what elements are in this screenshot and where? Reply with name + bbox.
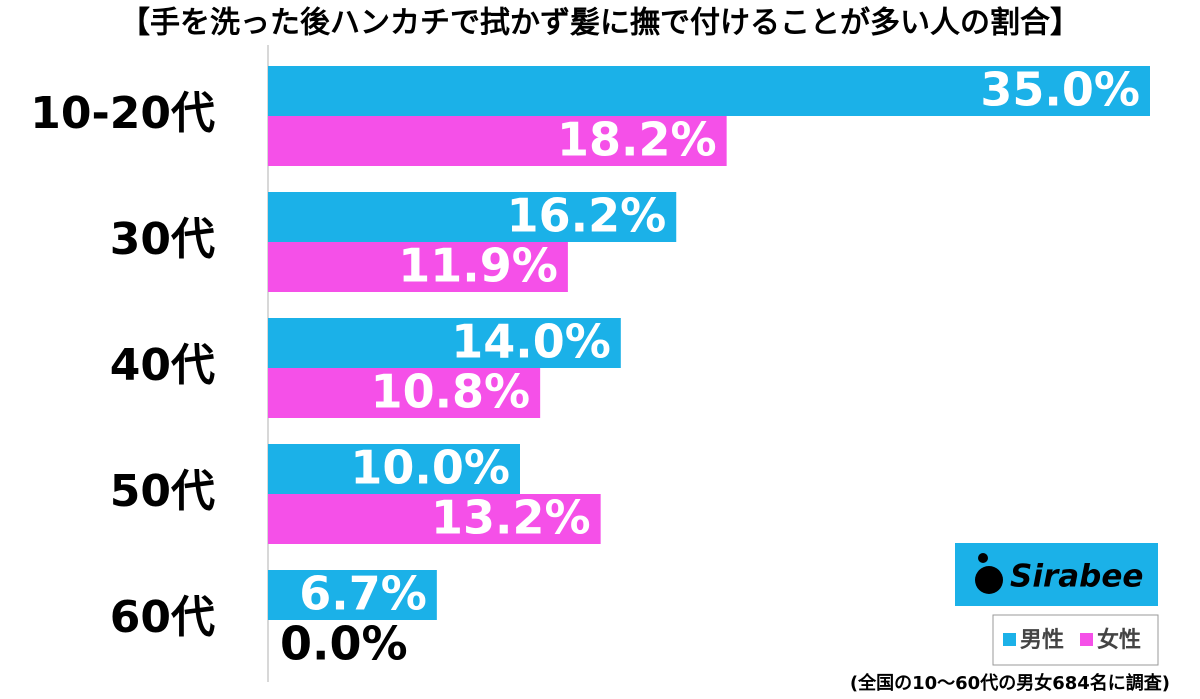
value-label: 0.0% [280, 617, 408, 671]
category-label: 10-20代 [30, 88, 215, 139]
bar [268, 318, 621, 368]
category-label: 50代 [110, 466, 215, 517]
chart-title: 【手を洗った後ハンカチで拭かず髪に撫で付けることが多い人の割合】 [120, 6, 1080, 41]
legend-label: 男性 [1020, 628, 1064, 653]
logo-text: Sirabee [1010, 559, 1143, 595]
logo-icon-dot [978, 553, 988, 563]
bar [268, 494, 601, 544]
value-label: 16.2% [507, 189, 667, 243]
value-label: 11.9% [398, 239, 558, 293]
value-label: 18.2% [557, 113, 717, 167]
bar [268, 444, 520, 494]
bar [268, 242, 568, 292]
logo-icon [975, 566, 1003, 594]
legend-swatch [1003, 633, 1016, 646]
bar [268, 192, 677, 242]
value-label: 10.8% [371, 365, 531, 419]
value-label: 13.2% [431, 491, 591, 545]
bar [268, 116, 727, 166]
bar [268, 66, 1150, 116]
category-label: 60代 [110, 592, 215, 643]
category-label: 30代 [110, 214, 215, 265]
legend-swatch [1080, 633, 1093, 646]
value-label: 6.7% [299, 567, 427, 621]
footnote: (全国の10～60代の男女684名に調査) [850, 672, 1170, 694]
category-label: 40代 [110, 340, 215, 391]
bar [268, 570, 437, 620]
value-label: 10.0% [350, 441, 510, 495]
value-label: 14.0% [451, 315, 611, 369]
legend-label: 女性 [1097, 627, 1141, 653]
value-label: 35.0% [980, 63, 1140, 117]
legend-box [992, 614, 1159, 666]
bar [268, 368, 541, 418]
